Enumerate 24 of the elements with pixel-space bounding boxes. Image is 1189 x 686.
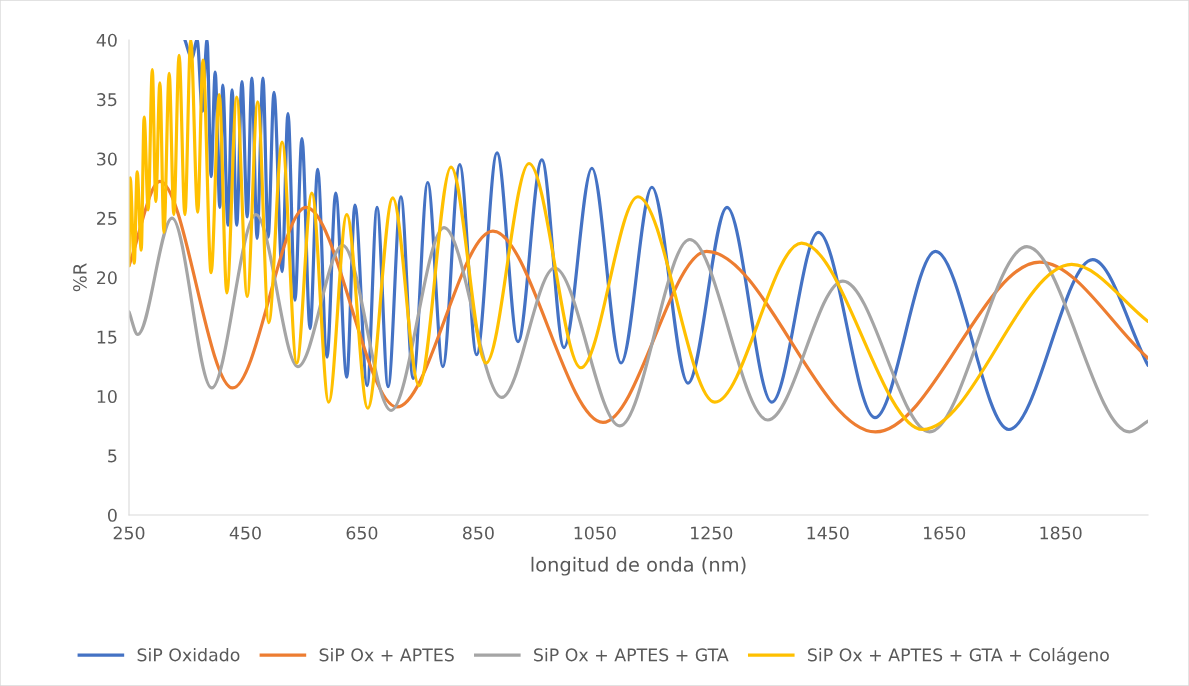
- y-tick-label: 25: [97, 211, 117, 225]
- x-tick-label: 1450: [807, 526, 849, 540]
- y-axis-title: %R: [73, 263, 87, 292]
- x-tick-label: 1050: [574, 526, 616, 540]
- y-tick-label: 0: [107, 508, 117, 522]
- legend-label: SiP Oxidado: [137, 647, 240, 662]
- y-tick-label: 20: [97, 271, 117, 285]
- y-tick-label: 30: [97, 152, 117, 166]
- x-tick-label: 650: [346, 526, 378, 540]
- y-tick-label: 40: [96, 33, 117, 47]
- y-tick-label: 35: [97, 93, 117, 107]
- legend-label: SiP Ox + APTES: [319, 647, 454, 662]
- y-tick-label: 10: [97, 389, 117, 404]
- x-tick-label: 850: [462, 526, 494, 540]
- legend-label: SiP Ox + APTES + GTA + Colágeno: [808, 647, 1109, 665]
- x-tick-label: 450: [229, 526, 261, 540]
- x-axis-title: longitud de onda (nm): [531, 556, 746, 576]
- x-tick-label: 1650: [924, 526, 966, 540]
- legend-label: SiP Ox + APTES + GTA: [534, 647, 729, 662]
- y-tick-label: 15: [97, 330, 117, 344]
- x-tick-label: 1850: [1040, 526, 1082, 540]
- x-tick-label: 250: [113, 526, 145, 540]
- x-tick-label: 1250: [691, 526, 733, 540]
- y-tick-label: 5: [108, 449, 117, 463]
